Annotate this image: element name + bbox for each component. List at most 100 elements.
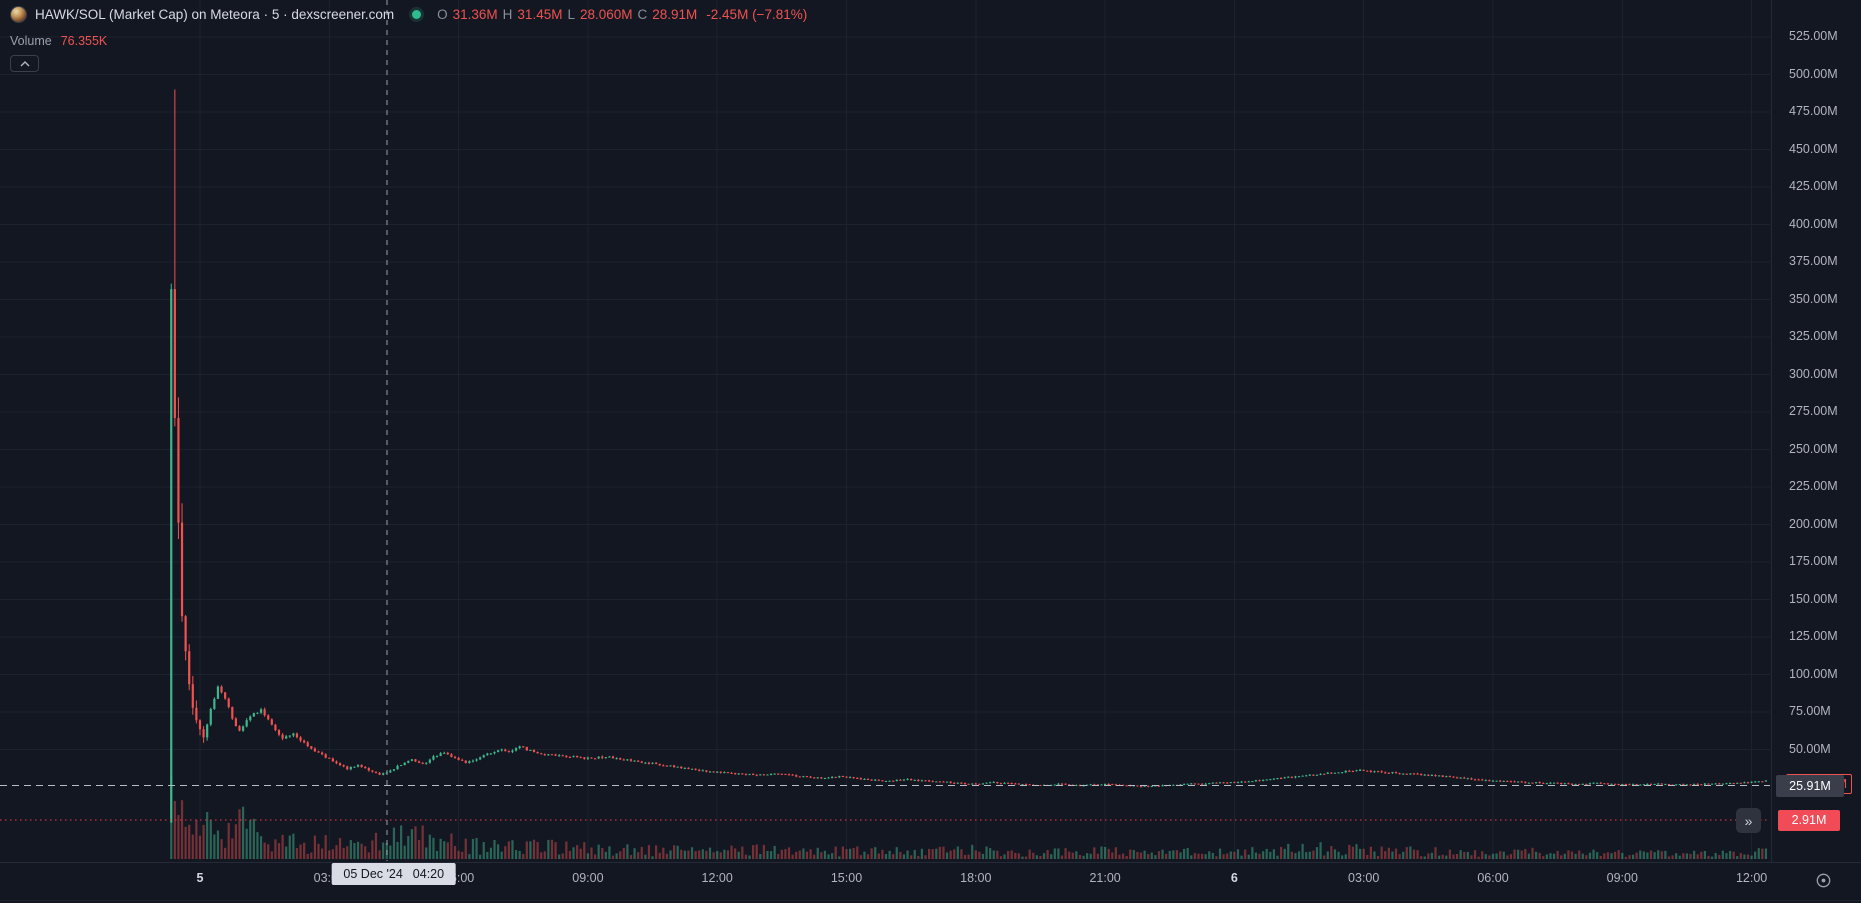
volume-bar [899,851,902,859]
candle-body [198,720,202,730]
axis-settings-button[interactable] [1810,867,1836,893]
candle-body [945,781,949,783]
volume-bar [1606,852,1610,859]
volume-bar [1175,850,1179,859]
candle-body [1017,783,1020,785]
volume-bar [798,850,801,859]
volume-bar [1412,849,1416,859]
volume-bar [1477,856,1480,859]
volume-bar [414,826,417,859]
volume-bar [1211,852,1214,859]
volume-bar [263,842,266,859]
price-axis-label: 250.00M [1789,441,1838,456]
volume-bar [1506,855,1509,859]
candle-body [708,771,712,773]
candle-body [180,522,184,617]
candle-body [1736,782,1739,784]
candle-body [1362,769,1365,771]
crosshair-date: 05 Dec '24 [343,867,403,881]
candle-body [658,763,661,766]
volume-bar [1502,851,1505,859]
candle-body [680,766,683,769]
candle-body [1380,771,1383,773]
candle-body [1624,784,1627,786]
volume-bar [504,846,507,859]
candle-body [1574,783,1577,785]
price-axis[interactable]: 525.00M 500.00M 475.00M 450.00M 425.00M 400.0… [1771,0,1861,862]
candle-body [795,775,798,777]
candle-body [1078,785,1082,787]
volume-bar [1761,848,1764,859]
volume-bar [1427,853,1430,859]
candle-body [1578,783,1581,785]
volume-bar [769,851,773,859]
candle-body [910,778,913,781]
candle-body [1509,781,1513,783]
time-axis[interactable]: 5 03:00 06:00 09:00 12:00 15:00 18:00 21:00 6 03:… [0,862,1861,903]
candle-body [489,753,493,755]
collapse-legend-button[interactable] [10,55,39,72]
volume-bar [267,844,270,859]
candle-body [360,764,363,767]
volume-bar [1279,846,1283,859]
volume-bar [1391,851,1394,859]
volume-bar [1215,856,1218,859]
candle-body [971,783,974,785]
volume-bar [593,854,597,859]
volume-bar [953,849,956,859]
time-axis-label: 06:00 [1477,871,1509,885]
candle-body [1086,784,1089,786]
volume-bar [1100,846,1103,859]
volume-bar [734,848,737,859]
volume-bar [1603,853,1606,859]
candle-body [1527,782,1531,784]
volume-bar [1628,855,1631,859]
candle-body [1294,776,1297,778]
volume-bar [303,842,306,859]
volume-bar [1161,849,1164,859]
candle-body [1391,772,1394,774]
volume-bar [231,838,234,859]
volume-bar [464,838,467,859]
volume-bar [1617,850,1620,859]
candle-body [349,767,352,770]
candle-body [1103,783,1107,785]
scroll-to-latest-button[interactable]: » [1736,808,1761,833]
candle-body [1326,772,1329,774]
volume-bar [683,850,686,859]
candle-body [400,765,403,767]
candle-body [1315,774,1319,776]
low-label: L [567,7,575,22]
volume-bar [881,849,884,859]
volume-bar [568,850,572,859]
candle-body [486,753,489,756]
candle-body [856,777,859,779]
candle-body [1542,782,1545,784]
candle-body [421,762,424,764]
time-axis-label: 21:00 [1089,871,1121,885]
candle-body [263,709,266,716]
volume-bar [547,839,550,859]
volume-bar [1387,847,1390,859]
volume-bar [848,848,852,859]
candle-body [1068,784,1071,786]
candle-body [974,783,977,785]
volume-bar [378,850,381,859]
volume-bar [1096,853,1100,859]
high-value: 31.45M [517,7,563,22]
volume-bar [1639,850,1642,859]
candle-body [870,779,873,781]
candle-body [1398,773,1401,775]
volume-bar [1671,855,1674,859]
candle-body [1107,783,1110,785]
volume-bar [690,847,694,859]
candle-body [902,779,906,781]
candle-body [496,750,500,752]
candle-body [601,756,604,758]
candle-body [493,751,496,754]
volume-bar [680,849,683,859]
volume-bar [1560,855,1563,859]
candle-body [1258,780,1261,782]
volume-bar [640,846,643,859]
